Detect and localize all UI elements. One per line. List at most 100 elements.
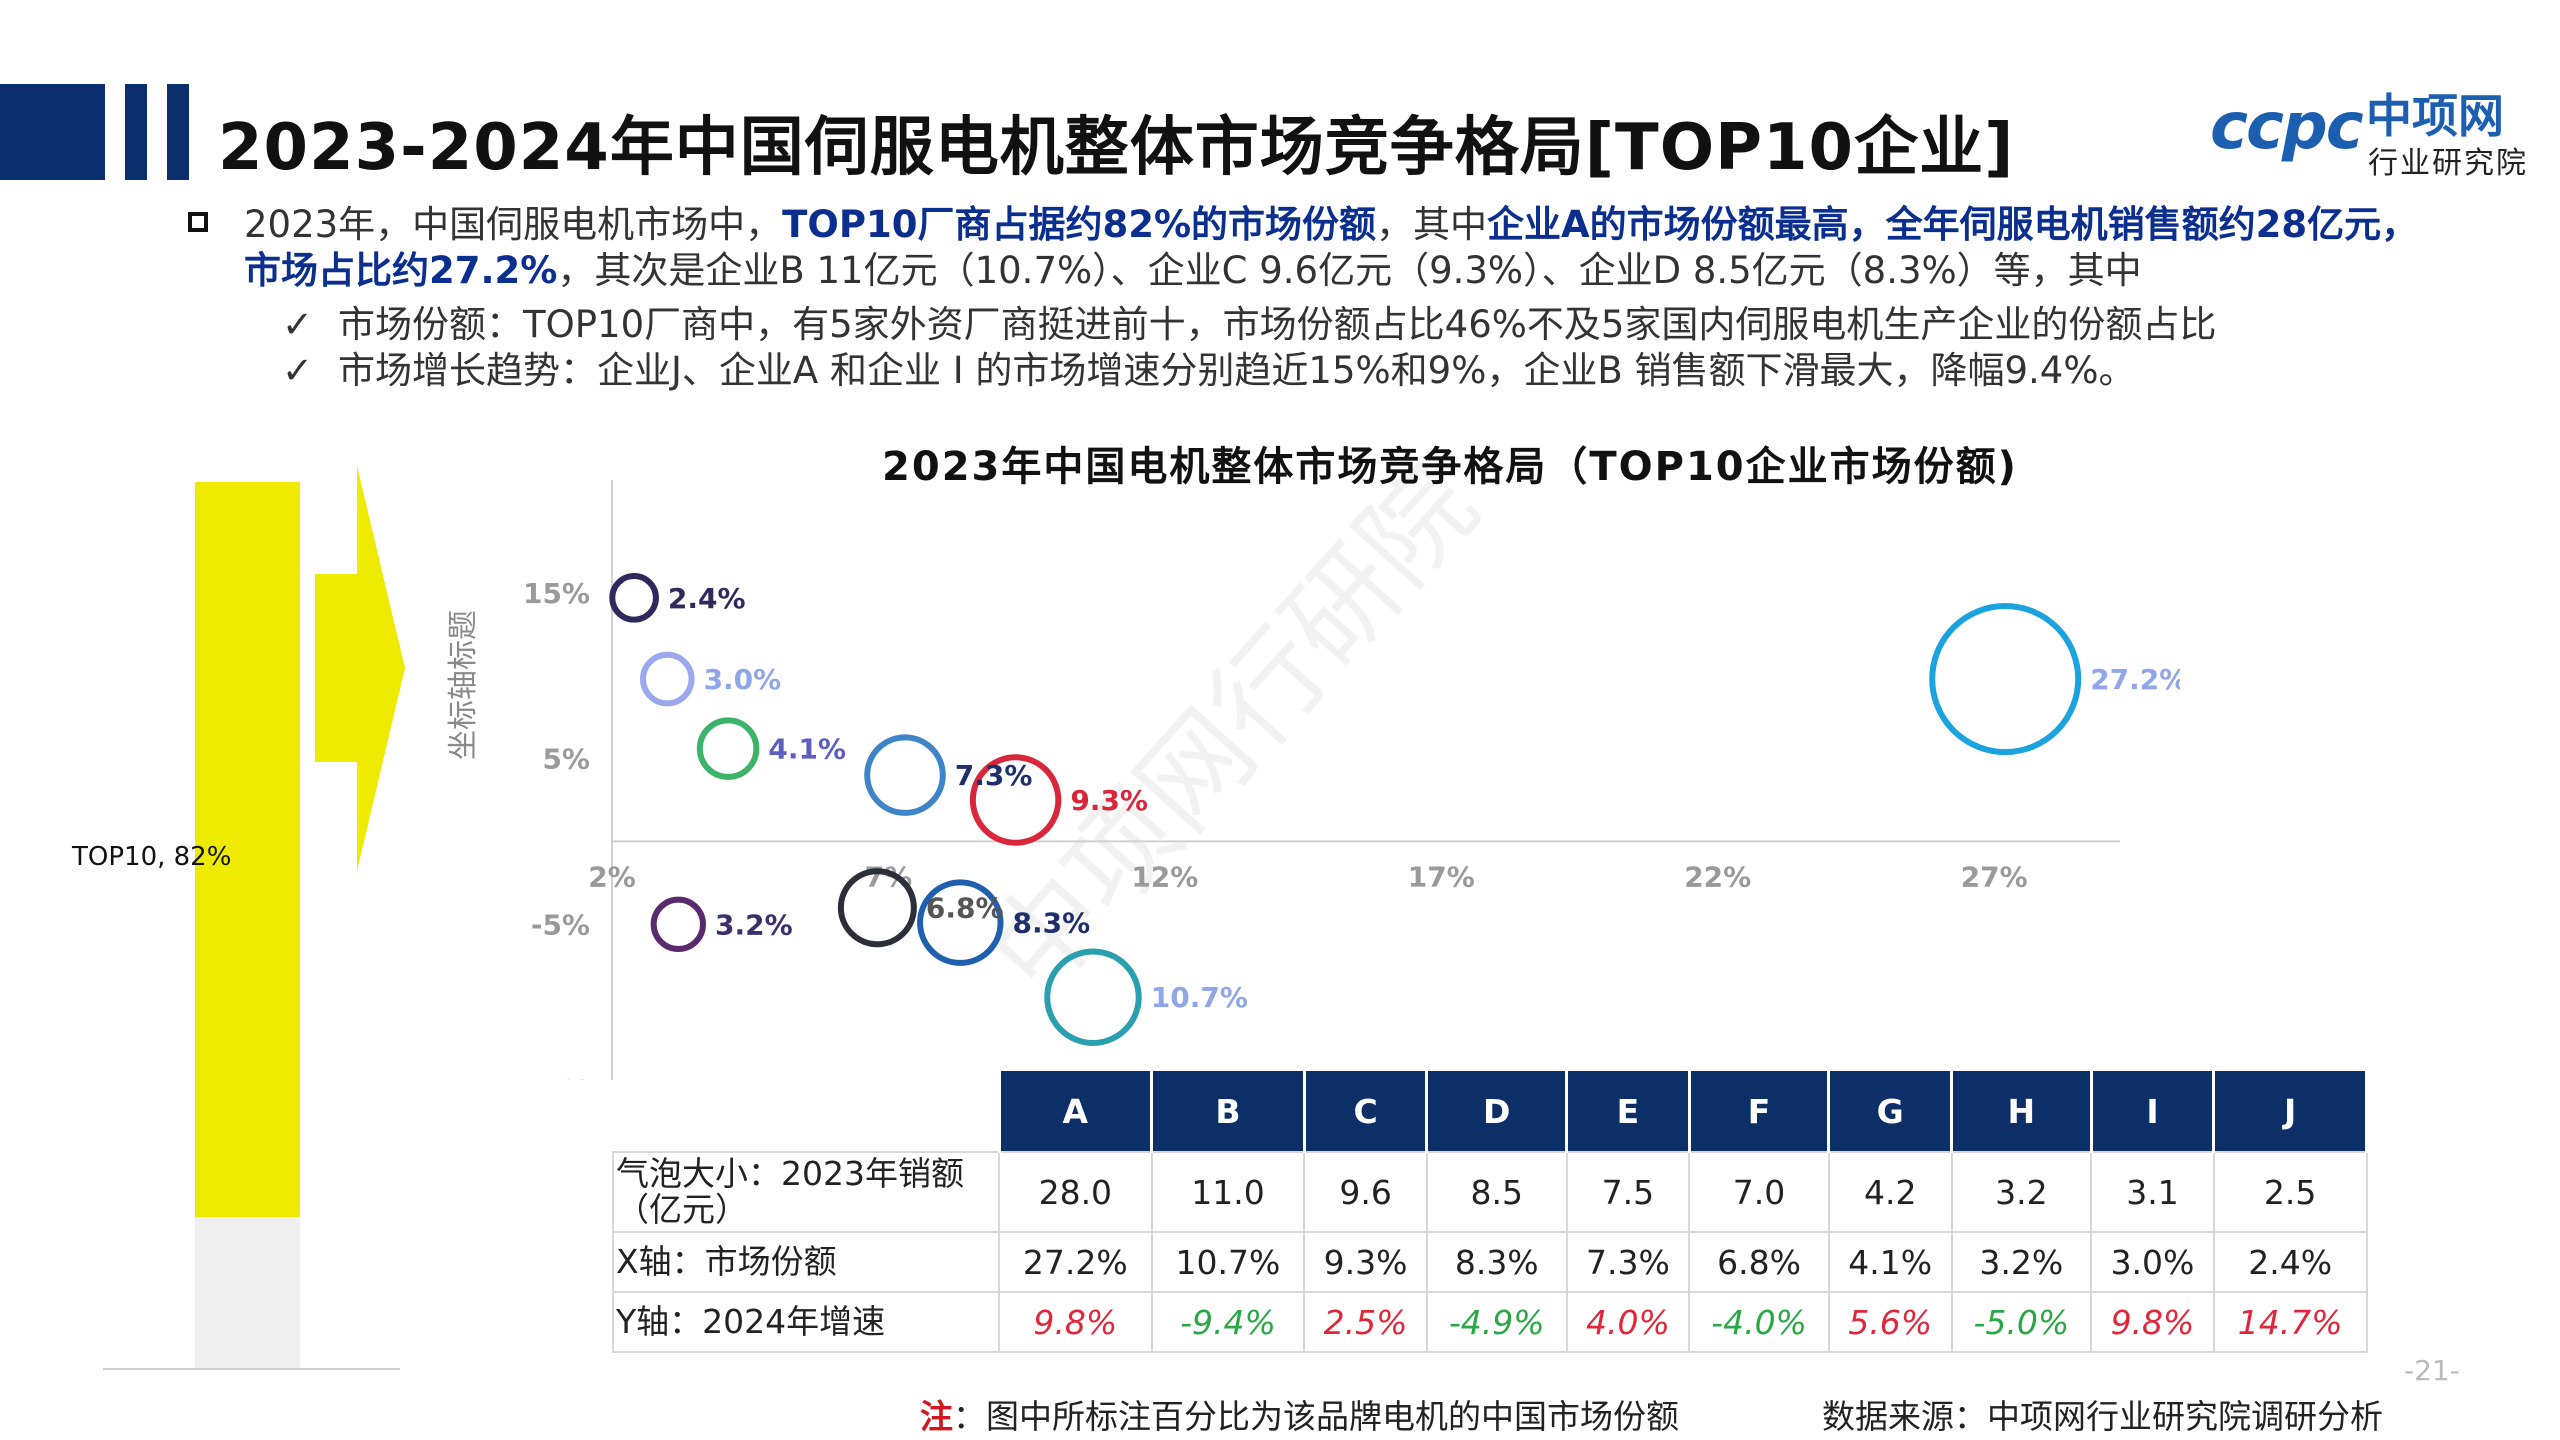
- column-header: E: [1566, 1071, 1691, 1152]
- bubble-label: 27.2%: [2090, 663, 2180, 696]
- bubble-label: 4.1%: [768, 733, 846, 766]
- bubble-D: [917, 879, 1004, 966]
- growth-cell: 9.8%: [2090, 1291, 2215, 1353]
- summary-text: ，其次是企业B 11亿元（10.7%）、企业C 9.6亿元（9.3%）、企业D …: [557, 249, 2142, 292]
- footnote-text: ：图中所标注百分比为该品牌电机的中国市场份额: [953, 1397, 1679, 1436]
- logo-mark: ccpc: [2210, 90, 2364, 164]
- top10-share-bar: [195, 482, 300, 1217]
- table-cell: 3.1: [2090, 1151, 2215, 1233]
- check-item-text: 市场份额：TOP10厂商中，有5家外资厂商挺进前十，市场份额占比46%不及5家国…: [338, 303, 2217, 346]
- table-cell: 28.0: [998, 1151, 1153, 1233]
- table-cell: 4.2: [1827, 1151, 1953, 1233]
- bubble-label: 6.8%: [926, 892, 1004, 925]
- bubble-label: 9.3%: [1070, 784, 1148, 817]
- table-cell: 10.7%: [1150, 1231, 1306, 1293]
- bubble-A: [1929, 603, 2082, 756]
- x-tick-label: 17%: [1408, 860, 1475, 893]
- table-row: 气泡大小：2023年销额（亿元） 28.0 11.0 9.6 8.5 7.5 7…: [612, 1151, 2368, 1233]
- table-cell: 7.5: [1565, 1151, 1691, 1233]
- header-bar-stripe: [125, 84, 147, 180]
- table-cell: 9.6: [1303, 1151, 1428, 1233]
- header-bar-stripe: [167, 84, 189, 180]
- growth-cell: 9.8%: [998, 1291, 1153, 1353]
- x-tick-label: 27%: [1961, 860, 2028, 893]
- x-tick-label: 7%: [865, 860, 913, 893]
- x-tick-label: 2%: [588, 860, 636, 893]
- summary-text: 2023年，中国伺服电机市场中，: [244, 203, 783, 246]
- summary-text: ，其中: [1376, 203, 1488, 246]
- row-header: X轴：市场份额: [612, 1231, 1000, 1293]
- check-item-text: 市场增长趋势：企业J、企业A 和企业 I 的市场增速分别趋近15%和9%，企业B…: [338, 349, 2136, 392]
- table-cell: 2.5: [2212, 1151, 2368, 1233]
- bubble-label: 3.2%: [715, 908, 793, 941]
- y-tick-label: 5%: [542, 743, 590, 776]
- table-cell: 3.2%: [1950, 1231, 2093, 1293]
- column-header: C: [1304, 1071, 1429, 1152]
- bar-baseline: [103, 1368, 400, 1370]
- table-cell: 9.3%: [1303, 1231, 1428, 1293]
- column-header: I: [2091, 1071, 2216, 1152]
- row-header: 气泡大小：2023年销额（亿元）: [612, 1151, 1000, 1233]
- growth-cell: 5.6%: [1827, 1291, 1953, 1353]
- bubble-C: [969, 754, 1062, 846]
- data-table: A B C D E F G H I J 气泡大小：2023年销额（亿元） 28.…: [612, 1071, 2368, 1353]
- table-cell: 2.4%: [2212, 1231, 2368, 1293]
- table-cell: 8.3%: [1425, 1231, 1568, 1293]
- growth-cell: -4.0%: [1688, 1291, 1830, 1353]
- bubble-H: [650, 896, 707, 952]
- check-icon: ✓: [282, 303, 314, 346]
- column-header: F: [1689, 1071, 1831, 1152]
- others-share-bar: [195, 1217, 300, 1369]
- page-number: -21-: [2404, 1354, 2460, 1387]
- table-cell: 8.5: [1425, 1151, 1568, 1233]
- company-logo: ccpc 中项网 行业研究院: [2210, 72, 2540, 182]
- y-tick-label: 15%: [523, 577, 590, 610]
- check-icon: ✓: [282, 349, 314, 392]
- header-bar-block: [0, 84, 105, 180]
- table-cell: 11.0: [1150, 1151, 1306, 1233]
- bubble-chart: 2023年中国电机整体市场竞争格局（TOP10企业市场份额) 中项网行研院 2%…: [511, 441, 2180, 1080]
- y-tick-label: -5%: [531, 908, 590, 941]
- check-item: ✓ 市场份额：TOP10厂商中，有5家外资厂商挺进前十，市场份额占比46%不及5家…: [282, 294, 2216, 348]
- table-row: Y轴：2024年增速 9.8% -9.4% 2.5% -4.9% 4.0% -4…: [612, 1291, 2368, 1353]
- table-cell: 3.2: [1950, 1151, 2093, 1233]
- growth-cell: 4.0%: [1565, 1291, 1691, 1353]
- growth-cell: 14.7%: [2212, 1291, 2368, 1353]
- y-tick-label: -15%: [511, 1074, 590, 1080]
- bubble-F: [837, 868, 917, 948]
- y-axis-title: 坐标轴标题: [446, 610, 481, 760]
- chart-title: 2023年中国电机整体市场竞争格局（TOP10企业市场份额): [882, 444, 2018, 490]
- bubble-label: 8.3%: [1013, 907, 1091, 940]
- table-cell: 27.2%: [998, 1231, 1153, 1293]
- bubble-J: [609, 573, 659, 623]
- summary-paragraph: 2023年，中国伺服电机市场中，TOP10厂商占据约82%的市场份额，其中企业A…: [244, 202, 2444, 294]
- table-cell: 4.1%: [1827, 1231, 1953, 1293]
- bubble-G: [696, 717, 760, 780]
- table-corner: [613, 1071, 1001, 1152]
- growth-cell: -5.0%: [1950, 1291, 2093, 1353]
- growth-cell: 2.5%: [1303, 1291, 1428, 1353]
- table-cell: 7.3%: [1565, 1231, 1691, 1293]
- column-header: J: [2213, 1071, 2368, 1152]
- footnote: 注：图中所标注百分比为该品牌电机的中国市场份额: [920, 1390, 1679, 1438]
- footnote-mark: 注: [920, 1397, 953, 1436]
- bubble-label: 7.3%: [955, 759, 1033, 792]
- column-header: D: [1426, 1071, 1569, 1152]
- bubble-label: 2.4%: [668, 582, 746, 615]
- column-header: A: [999, 1071, 1154, 1152]
- column-header: B: [1151, 1071, 1306, 1152]
- x-tick-label: 12%: [1131, 860, 1198, 893]
- logo-name: 中项网: [2366, 89, 2504, 143]
- arrow-right-icon: [315, 466, 405, 871]
- table-row: X轴：市场份额 27.2% 10.7% 9.3% 8.3% 7.3% 6.8% …: [612, 1231, 2368, 1293]
- page-title: 2023-2024年中国伺服电机整体市场竞争格局[TOP10企业]: [218, 111, 2015, 185]
- data-source: 数据来源：中项网行业研究院调研分析: [1822, 1397, 2383, 1436]
- bubble-B: [1044, 948, 1142, 1046]
- table-header-row: A B C D E F G H I J: [613, 1071, 2368, 1152]
- bubble-E: [864, 734, 946, 816]
- table-cell: 3.0%: [2090, 1231, 2215, 1293]
- top10-label: TOP10, 82%: [72, 842, 232, 872]
- column-header: H: [1951, 1071, 2093, 1152]
- bullet-square-icon: [188, 212, 208, 232]
- logo-subtitle: 行业研究院: [2368, 146, 2528, 181]
